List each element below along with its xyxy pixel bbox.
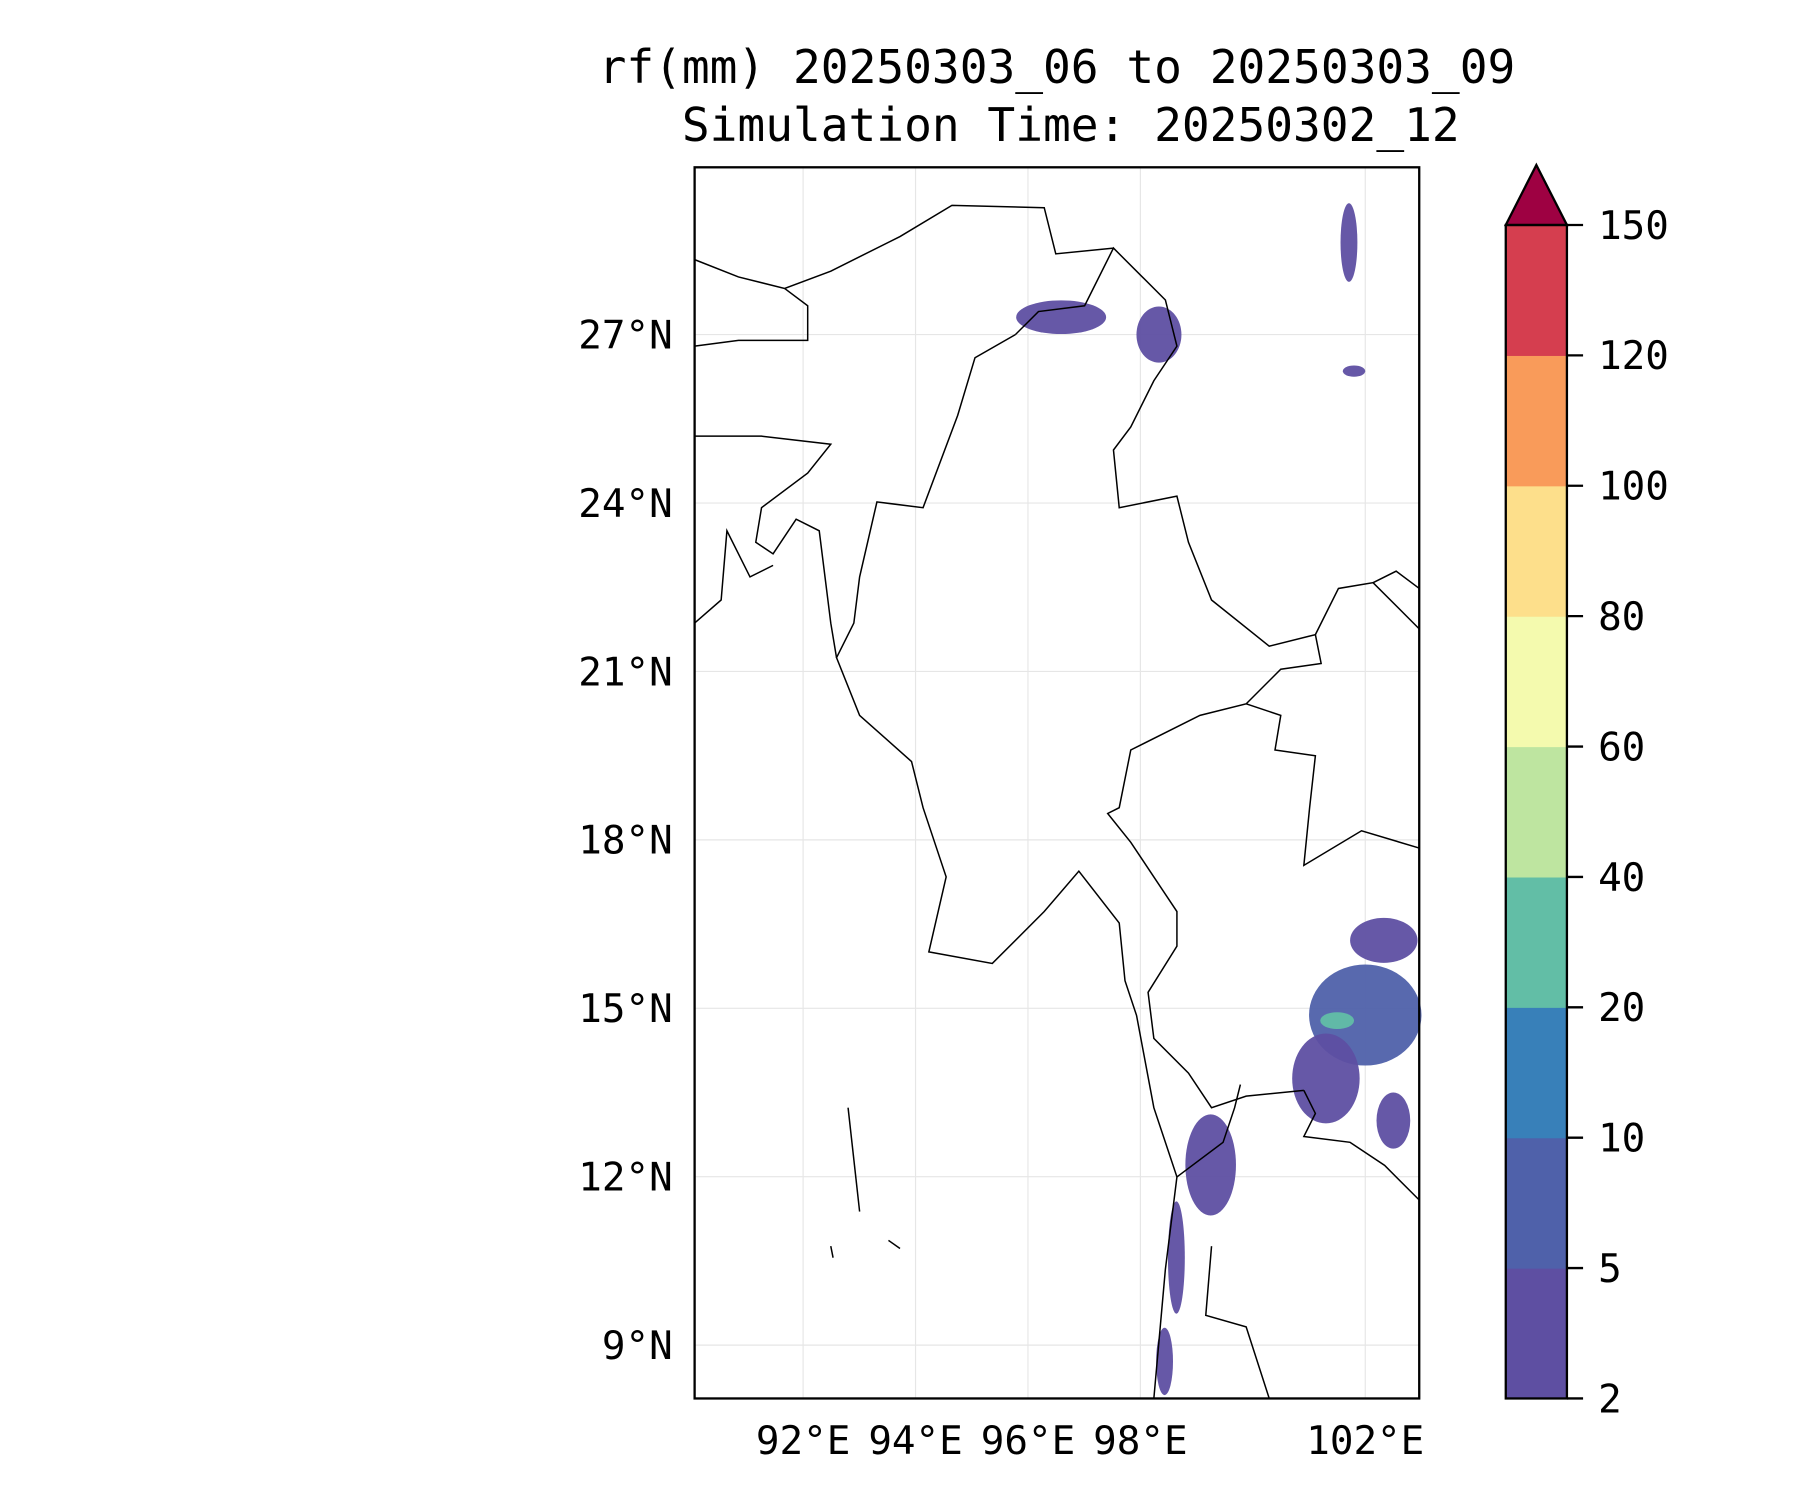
colorbar: 2 5 10 20 40 60 80 100 120 150	[1503, 162, 1669, 1422]
rain-cell	[1016, 300, 1107, 335]
x-tick-label: 96°E	[981, 1419, 1075, 1464]
colorbar-frame	[1504, 223, 1569, 1400]
colorbar-segment	[1505, 876, 1567, 1008]
colorbar-tick-label: 40	[1598, 856, 1645, 901]
border-line	[1314, 581, 1420, 635]
colorbar-tick-label: 5	[1598, 1247, 1622, 1292]
x-tick-label: 102°E	[1306, 1419, 1424, 1464]
rainfall-contours	[1016, 203, 1422, 1396]
colorbar-segment	[1505, 225, 1567, 356]
colorbar-segment	[1505, 1007, 1567, 1139]
border-line	[694, 435, 838, 658]
colorbar-tick-label: 120	[1598, 334, 1669, 379]
colorbar-segment	[1505, 1137, 1567, 1269]
colorbar-tick-label: 100	[1598, 465, 1669, 510]
y-tick-label: 24°N	[578, 482, 672, 527]
colorbar-tick-label: 2	[1598, 1377, 1622, 1422]
rain-cell	[1340, 203, 1358, 282]
x-tick-label: 94°E	[868, 1419, 962, 1464]
chart-title-line1: rf(mm) 20250303_06 to 20250303_09	[599, 40, 1516, 94]
rain-cell	[1167, 1201, 1185, 1314]
x-axis-ticks: 92°E 94°E 96°E 98°E 102°E	[756, 1419, 1424, 1464]
rain-cell	[1376, 1092, 1411, 1149]
border-line	[835, 333, 1178, 1399]
y-tick-label: 15°N	[578, 987, 672, 1032]
colorbar-tick-label: 10	[1598, 1117, 1645, 1162]
colorbar-segment	[1505, 355, 1567, 487]
border-line	[1302, 1090, 1420, 1201]
rain-cell	[1292, 1033, 1360, 1124]
border-line	[1014, 246, 1323, 1109]
border-line	[694, 287, 809, 347]
colorbar-segment	[1505, 746, 1567, 878]
colorbar-tick-label: 80	[1598, 595, 1645, 640]
y-tick-label: 12°N	[578, 1156, 672, 1201]
y-tick-label: 21°N	[578, 650, 672, 695]
border-line	[1176, 1084, 1242, 1178]
y-axis-ticks: 27°N 24°N 21°N 18°N 15°N 12°N 9°N	[578, 313, 672, 1369]
coastlines-and-borders	[694, 204, 1420, 1399]
colorbar-tick-label: 20	[1598, 986, 1645, 1031]
border-line	[1245, 703, 1420, 867]
border-line	[694, 528, 774, 624]
border-line	[694, 204, 1114, 290]
y-tick-label: 9°N	[602, 1324, 673, 1369]
gridlines	[694, 167, 1420, 1399]
colorbar-tick-label: 150	[1598, 204, 1669, 249]
rain-cell	[1350, 917, 1418, 963]
colorbar-tick-label: 60	[1598, 725, 1645, 770]
island-outline	[830, 1246, 834, 1258]
colorbar-segment	[1505, 616, 1567, 748]
x-tick-label: 98°E	[1093, 1419, 1187, 1464]
rain-cell	[1342, 365, 1366, 377]
colorbar-extend-arrow	[1503, 162, 1569, 227]
rain-cell	[1320, 1012, 1355, 1030]
colorbar-segment	[1505, 485, 1567, 617]
chart-title-line2: Simulation Time: 20250302_12	[682, 98, 1460, 152]
rain-cell	[1156, 1327, 1174, 1396]
y-tick-label: 27°N	[578, 313, 672, 358]
border-line	[1204, 1246, 1270, 1399]
y-tick-label: 18°N	[578, 819, 672, 864]
x-tick-label: 92°E	[756, 1419, 850, 1464]
island-outline	[847, 1107, 861, 1212]
colorbar-segment	[1505, 1268, 1567, 1400]
island-outline	[888, 1239, 901, 1250]
border-line	[1372, 570, 1420, 590]
map-frame	[693, 166, 1421, 1400]
